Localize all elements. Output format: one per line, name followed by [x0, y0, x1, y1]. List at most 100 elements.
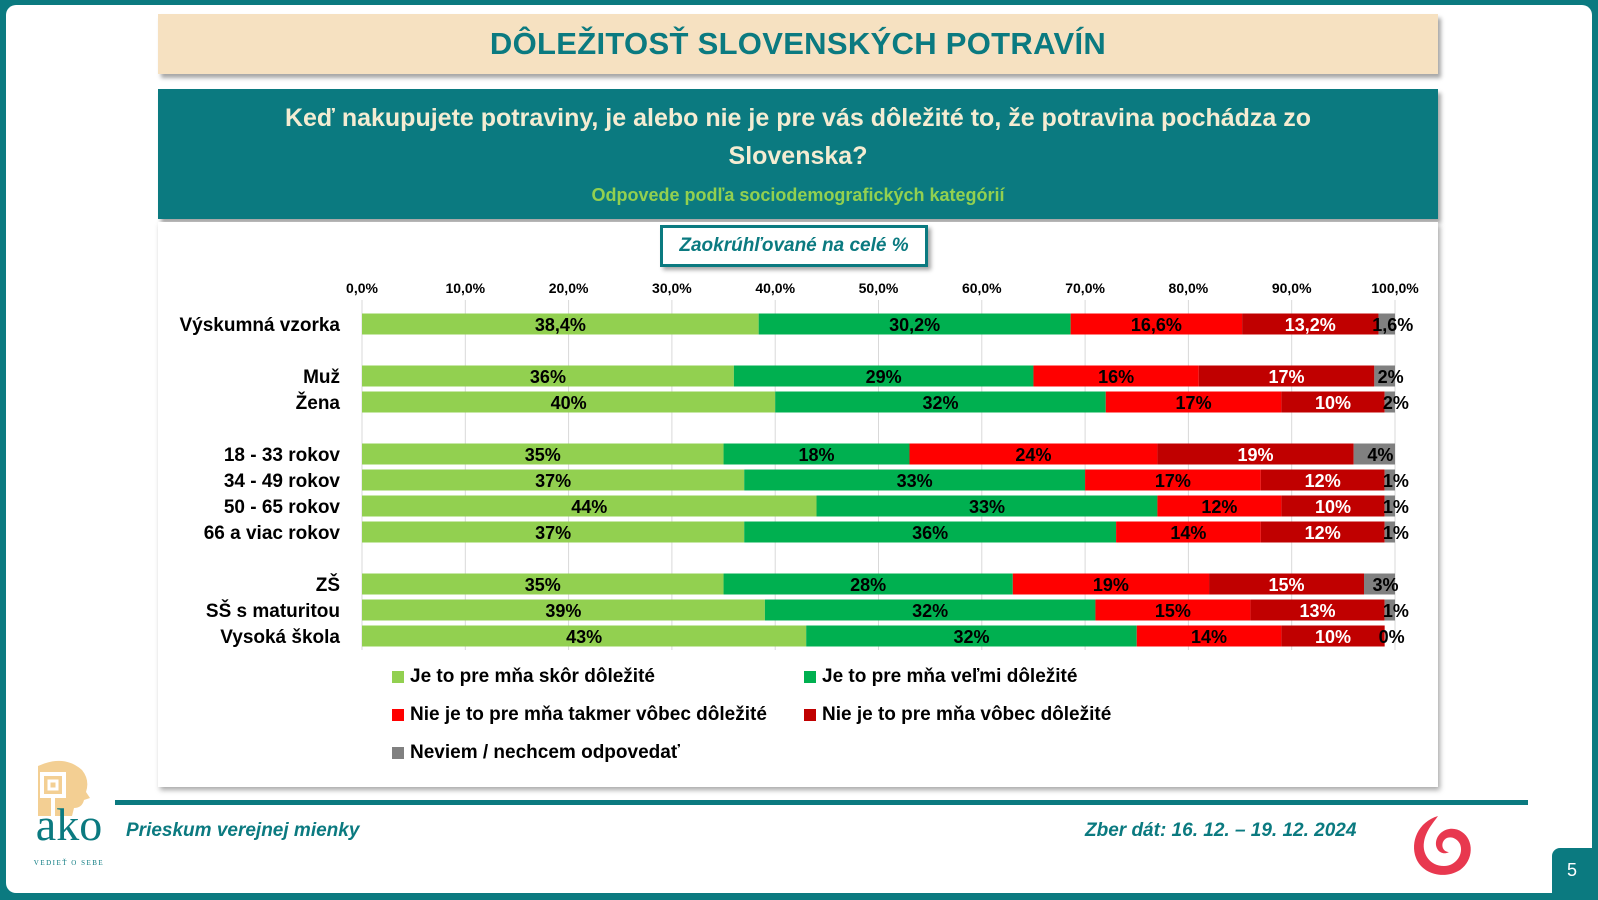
bar-segment	[1157, 495, 1282, 517]
data-label: 13,2%	[1285, 315, 1336, 335]
legend-label: Nie je to pre mňa takmer vôbec dôležité	[410, 704, 767, 725]
data-label: 36%	[912, 523, 948, 543]
bar-segment	[723, 573, 1013, 595]
data-label: 32%	[922, 393, 958, 413]
bar-segment	[1260, 521, 1385, 543]
chart-subtitle: Odpovede podľa sociodemografických kateg…	[591, 185, 1005, 205]
data-label: 40%	[551, 393, 587, 413]
bar-segment	[362, 495, 817, 517]
bar-segment	[1384, 469, 1395, 491]
bar-segment	[1384, 495, 1395, 517]
x-tick-label: 30,0%	[652, 280, 692, 296]
data-label: 24%	[1015, 445, 1051, 465]
x-tick-label: 10,0%	[445, 280, 485, 296]
legend-item: Je to pre mňa veľmi dôležité	[804, 666, 1077, 688]
data-label: 32%	[912, 601, 948, 621]
data-label: 14%	[1191, 627, 1227, 647]
data-label: 29%	[866, 367, 902, 387]
data-label: 10%	[1315, 497, 1351, 517]
category-label: 66 a viac rokov	[204, 523, 341, 544]
ako-logo-text: ako	[35, 799, 103, 850]
bar-segment	[1136, 625, 1282, 647]
data-label: 38,4%	[535, 315, 586, 335]
bar-segment	[1260, 469, 1385, 491]
bar-segment	[1384, 391, 1395, 413]
legend-swatch	[392, 671, 404, 683]
legend-swatch	[804, 671, 816, 683]
bar-segment	[1281, 625, 1385, 647]
bar-segment	[362, 443, 724, 465]
bar-segment	[362, 599, 765, 621]
data-label: 36%	[530, 367, 566, 387]
legend-item: Nie je to pre mňa takmer vôbec dôležité	[392, 704, 767, 726]
data-label: 2%	[1383, 393, 1409, 413]
legend-label: Je to pre mňa skôr dôležité	[410, 666, 655, 687]
title-banner: DÔLEŽITOSŤ SLOVENSKÝCH POTRAVÍN	[158, 14, 1438, 74]
bar-segment	[744, 521, 1117, 543]
legend-label: Je to pre mňa veľmi dôležité	[822, 666, 1078, 687]
ako-logo-tagline: VEDIEŤ O SEBE	[33, 859, 105, 867]
question-box: Keď nakupujete potraviny, je alebo nie j…	[158, 89, 1438, 219]
bar-segment	[1384, 521, 1395, 543]
data-label: 12%	[1201, 497, 1237, 517]
data-label: 18%	[799, 445, 835, 465]
data-label: 4%	[1367, 445, 1393, 465]
head-spiral-icon	[38, 760, 90, 816]
x-tick-label: 0,0%	[346, 280, 378, 296]
bar-segment	[744, 469, 1086, 491]
data-label: 28%	[850, 575, 886, 595]
data-label: 16,6%	[1131, 315, 1182, 335]
bar-segment	[362, 469, 745, 491]
data-label: 30,2%	[889, 315, 940, 335]
bar-segment	[1198, 365, 1375, 387]
category-label: Muž	[303, 367, 340, 388]
data-label: 32%	[953, 627, 989, 647]
bar-segment	[1378, 313, 1395, 335]
data-label: 2%	[1378, 367, 1404, 387]
data-label: 19%	[1093, 575, 1129, 595]
data-label: 13%	[1300, 601, 1336, 621]
footer-survey-label: Prieskum verejnej mienky	[126, 820, 360, 841]
data-label: 35%	[525, 575, 561, 595]
bar-segment	[1374, 365, 1395, 387]
x-tick-label: 90,0%	[1272, 280, 1312, 296]
bar-segment	[362, 365, 734, 387]
data-label: 1%	[1383, 497, 1409, 517]
bar-segment	[1157, 443, 1354, 465]
data-label: 44%	[571, 497, 607, 517]
bar-segment	[362, 625, 807, 647]
bar-segment	[1281, 495, 1385, 517]
legend-item: Nie je to pre mňa vôbec dôležité	[804, 704, 1111, 726]
bar-segment	[775, 391, 1106, 413]
bar-segment	[1384, 599, 1395, 621]
legend-item: Je to pre mňa skôr dôležité	[392, 666, 655, 688]
footer-divider	[115, 800, 1528, 805]
category-label: Výskumná vzorka	[179, 315, 340, 336]
rounding-note-box: Zaokrúhľované na celé %	[660, 225, 928, 267]
legend-label: Neviem / nechcem odpovedať	[410, 742, 680, 763]
category-label: 34 - 49 rokov	[224, 471, 341, 492]
data-label: 1%	[1383, 471, 1409, 491]
bar-segment	[362, 521, 745, 543]
bar-segment	[1353, 443, 1395, 465]
bar-segment	[1209, 573, 1365, 595]
data-label: 33%	[897, 471, 933, 491]
survey-question: Keď nakupujete potraviny, je alebo nie j…	[284, 104, 1312, 170]
bar-segment	[764, 599, 1096, 621]
bar-segment	[362, 313, 759, 335]
rounding-note: Zaokrúhľované na celé %	[679, 235, 909, 256]
bar-segment	[1364, 573, 1395, 595]
data-label: 17%	[1155, 471, 1191, 491]
category-label: ZŠ	[316, 574, 340, 596]
bar-segment	[1012, 573, 1210, 595]
bar-segment	[733, 365, 1034, 387]
data-label: 33%	[969, 497, 1005, 517]
bar-segment	[362, 573, 724, 595]
legend-swatch	[804, 709, 816, 721]
category-label: Vysoká škola	[220, 627, 340, 648]
bar-segment	[1116, 521, 1261, 543]
data-label: 3%	[1372, 575, 1398, 595]
legend-swatch	[392, 709, 404, 721]
bar-segment	[909, 443, 1158, 465]
